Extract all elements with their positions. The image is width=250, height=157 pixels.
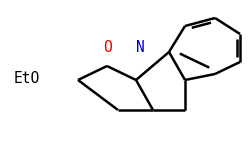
Bar [137,44,143,51]
Text: EtO: EtO [14,71,40,86]
Bar [105,44,110,51]
Text: N: N [136,40,144,55]
Text: O: O [103,40,112,55]
Bar [6,75,22,82]
